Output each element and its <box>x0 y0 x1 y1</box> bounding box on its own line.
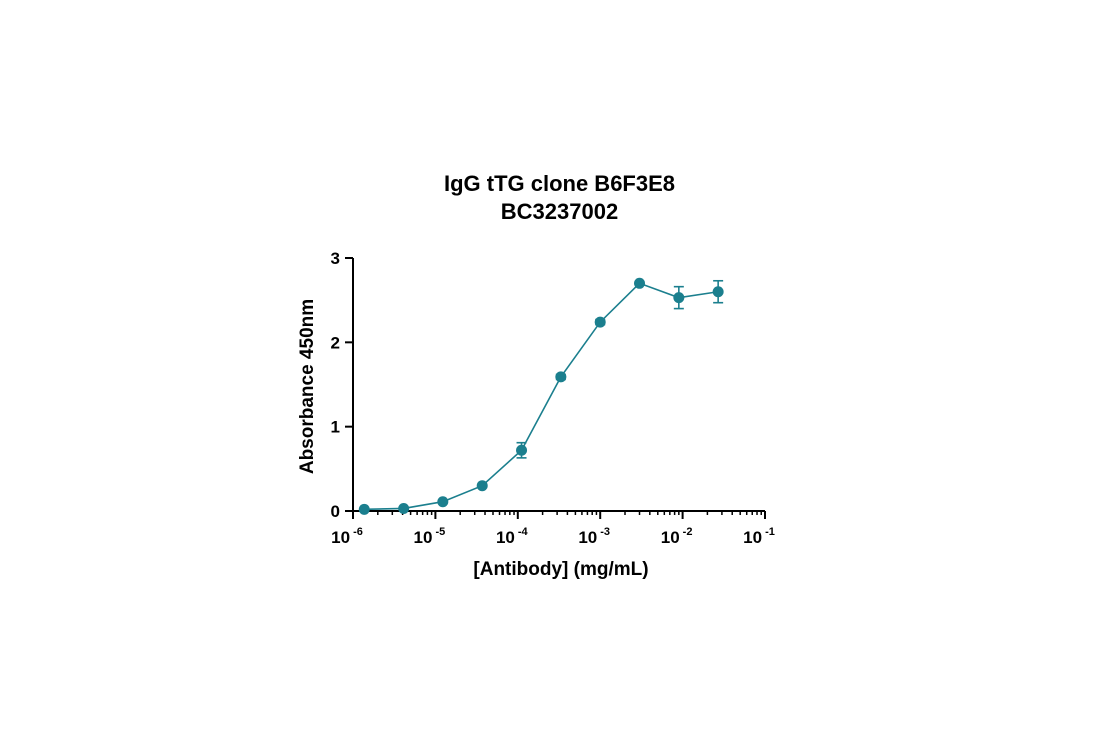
y-tick-label: 3 <box>331 249 340 268</box>
x-tick-label: 10 -2 <box>661 526 693 547</box>
data-point <box>673 292 685 304</box>
x-tick-base: 10 <box>661 528 680 547</box>
x-tick-label: 10 -6 <box>331 526 363 547</box>
y-tick-label: 2 <box>331 333 340 352</box>
x-tick-label: 10 -1 <box>743 526 775 547</box>
x-tick-exponent: -3 <box>600 526 610 538</box>
x-tick-exponent: -6 <box>353 526 363 538</box>
series-line <box>364 282 719 511</box>
data-point <box>516 444 528 456</box>
data-point <box>476 480 488 492</box>
data-point <box>594 316 606 328</box>
x-tick-base: 10 <box>496 528 515 547</box>
data-point <box>358 503 370 515</box>
x-tick-base: 10 <box>414 528 433 547</box>
chart-subtitle: BC3237002 <box>500 199 619 224</box>
x-tick-label: 10 -5 <box>414 526 446 547</box>
x-tick-base: 10 <box>578 528 597 547</box>
x-axis-label: [Antibody] (mg/mL) <box>473 559 648 580</box>
chart-title: IgG tTG clone B6F3E8 <box>443 171 676 196</box>
data-point <box>712 286 724 298</box>
x-tick-exponent: -4 <box>518 526 529 538</box>
y-axis-label: Absorbance 450nm <box>297 299 318 474</box>
x-tick-label: 10 -3 <box>578 526 610 547</box>
data-point <box>437 496 449 508</box>
x-tick-exponent: -5 <box>435 526 445 538</box>
x-tick-exponent: -1 <box>765 526 775 538</box>
data-point <box>398 502 410 514</box>
x-tick-base: 10 <box>331 528 350 547</box>
data-point <box>634 277 646 289</box>
x-tick-exponent: -2 <box>683 526 693 538</box>
x-tick-base: 10 <box>743 528 762 547</box>
data-point <box>555 371 567 383</box>
y-tick-label: 0 <box>331 502 340 521</box>
x-tick-label: 10 -4 <box>496 526 529 547</box>
y-tick-label: 1 <box>331 418 340 437</box>
